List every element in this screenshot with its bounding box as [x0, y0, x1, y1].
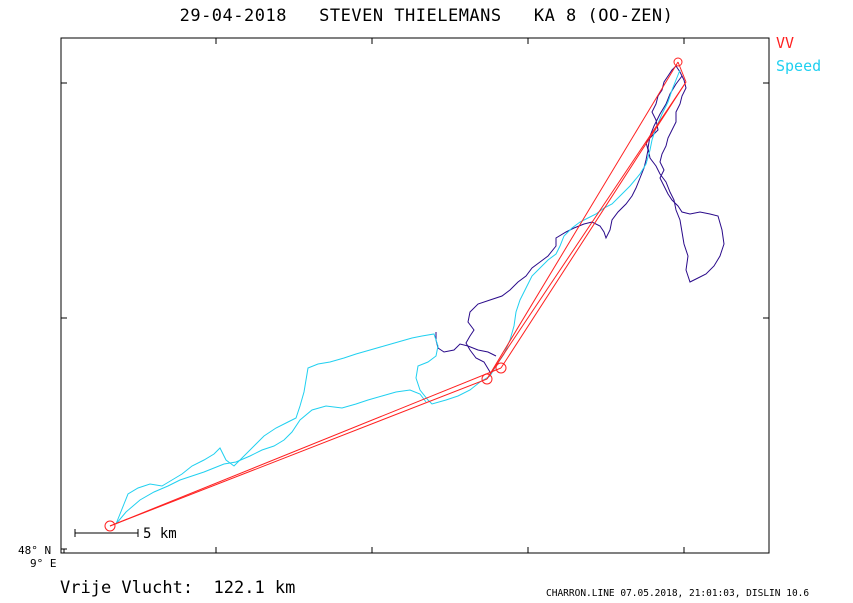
- track-dark: [465, 65, 725, 373]
- scale-bar: [74, 529, 139, 537]
- legend-speed: Speed: [776, 57, 822, 75]
- distance-text: Vrije Vlucht: 122.1 km: [60, 578, 296, 598]
- legend-vv: VV: [776, 34, 795, 52]
- scale-bar-label: 5 km: [143, 526, 177, 542]
- longitude-label: 9° E: [30, 557, 57, 570]
- map-title: 29-04-2018 STEVEN THIELEMANS KA 8 (OO-ZE…: [179, 6, 674, 26]
- credit-text: CHARRON.LINE 07.05.2018, 21:01:03, DISLI…: [546, 588, 810, 599]
- track-speed-return: [115, 389, 427, 525]
- track-speed: [115, 69, 681, 525]
- map-frame: [60, 37, 770, 554]
- axis-ticks: [61, 38, 769, 553]
- vv-lines: [109, 61, 687, 527]
- latitude-label: 48° N: [18, 544, 52, 557]
- turnpoint-markers: [104, 57, 683, 532]
